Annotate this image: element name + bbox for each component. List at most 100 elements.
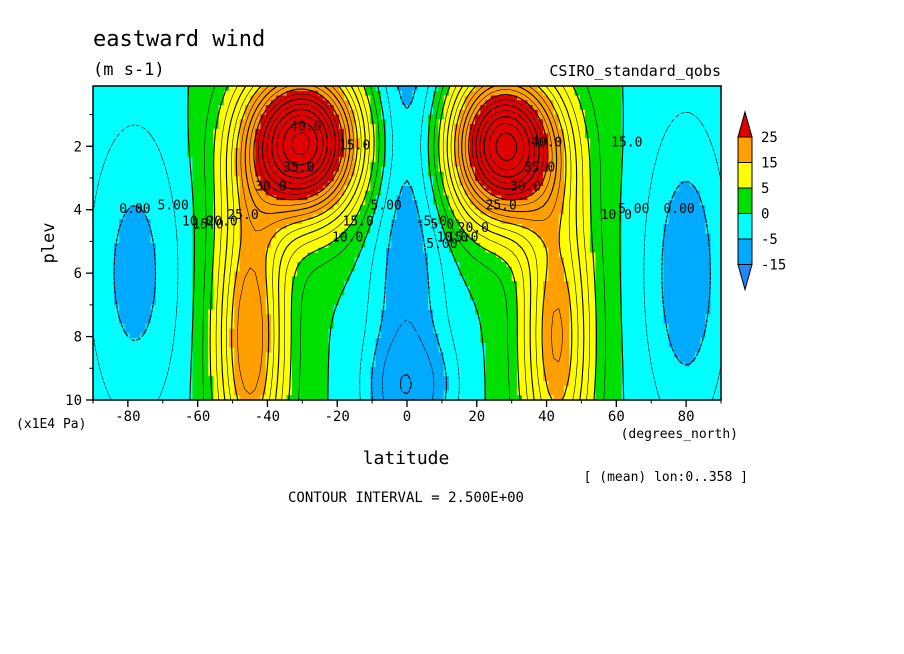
field-cell [679,152,685,158]
field-cell [344,190,351,197]
field-cell [611,228,617,235]
field-cell [407,95,413,101]
field-cell [192,176,199,182]
field-cell [375,262,382,268]
field-cell [412,228,419,235]
field-cell [244,166,251,173]
field-cell [663,200,670,206]
field-cell [276,86,282,92]
field-cell [564,109,570,116]
field-cell [213,143,220,149]
field-cell [652,266,659,273]
field-cell [595,228,602,235]
field-cell [684,185,691,192]
field-cell [595,209,602,216]
field-cell [516,271,523,277]
field-cell [564,152,570,158]
field-cell [396,247,403,254]
field-cell [276,238,282,244]
field-cell [213,181,220,187]
field-cell [218,171,225,177]
field-cell [637,247,644,254]
field-cell [658,238,665,244]
field-cell [558,105,565,111]
field-cell [548,128,555,135]
field-cell [679,238,685,244]
field-cell [119,185,125,192]
field-cell [354,266,361,273]
field-cell [171,176,178,182]
field-cell [558,238,565,244]
field-cell [113,190,120,197]
field-cell [464,238,471,244]
field-cell [464,200,471,206]
field-cell [380,143,387,149]
field-cell [108,86,115,92]
field-cell [448,95,455,101]
field-cell [229,209,235,216]
field-cell [694,257,701,263]
field-cell [490,266,497,273]
field-cell [700,200,706,206]
field-cell [244,109,251,116]
field-cell [715,147,721,154]
field-cell [417,271,424,277]
field-cell [652,162,659,168]
field-cell [658,176,665,182]
field-cell [250,243,256,249]
field-cell [213,257,220,263]
field-cell [197,128,204,135]
field-cell [354,147,361,154]
field-cell [244,176,251,182]
field-cell [145,181,152,187]
field-cell [124,86,131,92]
field-cell [469,204,476,211]
field-cell [359,209,366,216]
field-cell [611,200,617,206]
field-cell [119,271,125,277]
field-cell [291,281,298,287]
field-cell [464,176,471,182]
field-cell [161,195,167,201]
field-cell [584,243,591,249]
field-cell [145,257,152,263]
field-cell [239,100,246,106]
field-cell [621,228,628,235]
field-cell [600,152,607,158]
field-cell [407,109,413,116]
field-cell [611,133,617,139]
field-cell [176,95,183,101]
field-cell [553,238,560,244]
field-cell [652,105,659,111]
field-cell [218,252,225,258]
field-cell [129,266,136,273]
field-cell [642,109,649,116]
field-cell [103,257,110,263]
field-cell [140,219,146,225]
field-cell [359,223,366,230]
field-cell [673,90,680,97]
field-cell [386,276,392,282]
field-cell [433,252,439,258]
field-cell [642,124,649,130]
field-cell [302,204,309,211]
field-cell [202,262,209,268]
field-cell [710,90,717,97]
field-cell [464,243,471,249]
field-cell [333,138,340,144]
field-cell [386,143,392,149]
field-cell [386,190,392,197]
field-cell [260,243,267,249]
field-cell [543,252,549,258]
field-cell [349,143,356,149]
field-cell [621,95,628,101]
field-cell [464,128,471,135]
field-cell [181,252,188,258]
field-cell [611,214,617,220]
field-cell [281,195,288,201]
field-cell [380,138,387,144]
field-cell [150,200,157,206]
field-cell [208,185,214,192]
field-cell [286,219,293,225]
field-cell [208,266,214,273]
